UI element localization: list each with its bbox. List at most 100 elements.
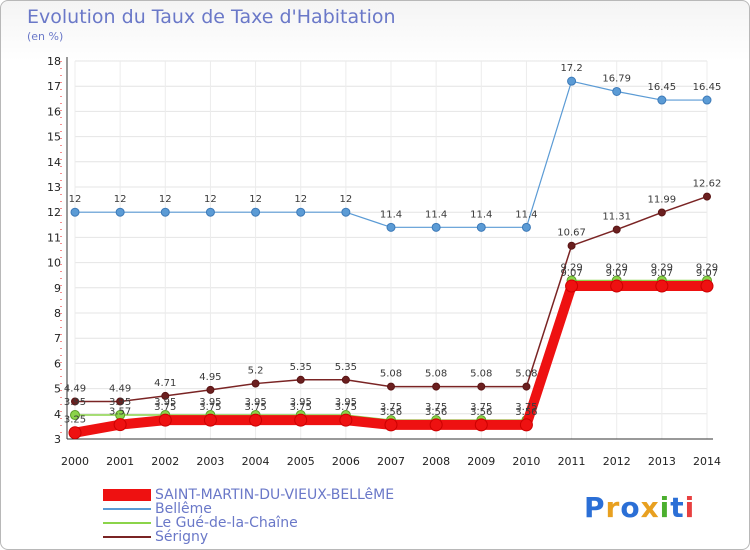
data-label: 9.29 xyxy=(606,262,628,273)
data-label: 12 xyxy=(114,194,127,205)
legend-label: SAINT-MARTIN-DU-VIEUX-BELLêME xyxy=(155,487,395,503)
data-label: 3.75 xyxy=(515,402,537,413)
x-tick-label: 2004 xyxy=(242,455,270,468)
data-label: 3.95 xyxy=(290,397,312,408)
data-point xyxy=(115,207,125,217)
data-label: 3.56 xyxy=(470,407,492,418)
legend-label: Sérigny xyxy=(155,529,209,545)
data-label: 3.75 xyxy=(335,402,357,413)
data-label: 5.08 xyxy=(380,369,402,380)
data-point xyxy=(477,382,486,391)
data-label: 12 xyxy=(69,194,82,205)
y-tick-label: 14 xyxy=(47,156,61,169)
y-tick-label: 8 xyxy=(54,307,61,320)
data-label: 3.56 xyxy=(515,407,537,418)
data-point xyxy=(294,413,308,427)
data-point xyxy=(339,413,353,427)
legend-label: Bellême xyxy=(155,501,212,517)
data-label: 4.71 xyxy=(154,378,176,389)
data-point xyxy=(612,86,622,96)
data-point xyxy=(703,192,711,201)
data-point xyxy=(249,413,263,427)
x-tick-label: 2005 xyxy=(287,455,315,468)
data-label: 17.2 xyxy=(560,63,582,74)
x-tick-label: 2002 xyxy=(151,455,179,468)
data-point xyxy=(386,222,396,232)
data-point xyxy=(565,279,579,293)
data-point xyxy=(70,410,80,421)
x-tick-label: 2013 xyxy=(648,455,676,468)
x-tick-label: 2007 xyxy=(377,455,405,468)
proxiti-logo: Proxiti xyxy=(584,491,696,524)
data-label: 12 xyxy=(249,194,262,205)
y-tick-label: 5 xyxy=(54,383,61,396)
y-tick-label: 13 xyxy=(47,181,61,194)
data-point xyxy=(203,413,217,427)
data-label: 3.75 xyxy=(199,402,221,413)
data-point xyxy=(431,222,441,232)
data-point xyxy=(567,76,577,86)
data-point xyxy=(296,207,306,217)
data-point xyxy=(432,382,441,391)
legend-swatch xyxy=(103,489,151,501)
data-label: 11.4 xyxy=(425,209,447,220)
data-label: 3.95 xyxy=(244,397,266,408)
data-point xyxy=(476,222,486,232)
data-label: 3.57 xyxy=(109,407,131,418)
data-label: 4.49 xyxy=(109,383,131,394)
data-label: 10.67 xyxy=(557,228,586,239)
data-label: 9.07 xyxy=(696,268,718,279)
data-label: 9.29 xyxy=(651,262,673,273)
data-label: 11.31 xyxy=(602,212,631,223)
x-tick-label: 2003 xyxy=(196,455,224,468)
data-point xyxy=(655,279,669,293)
data-point xyxy=(612,225,621,234)
data-label: 3.75 xyxy=(244,402,266,413)
legend-swatch xyxy=(103,536,151,538)
data-label: 5.35 xyxy=(335,362,357,373)
data-label: 12 xyxy=(294,194,307,205)
data-point xyxy=(341,207,351,217)
data-point xyxy=(113,418,127,432)
data-point xyxy=(702,95,712,105)
legend-swatch xyxy=(103,508,151,510)
data-point xyxy=(474,418,488,432)
data-point xyxy=(70,207,80,217)
data-point xyxy=(296,375,305,384)
data-point xyxy=(341,375,350,384)
data-point xyxy=(158,413,172,427)
data-point xyxy=(71,397,79,406)
data-point xyxy=(384,418,398,432)
y-tick-label: 3 xyxy=(54,433,61,446)
y-tick-label: 9 xyxy=(54,282,61,295)
data-label: 4.95 xyxy=(199,372,221,383)
data-label: 3.95 xyxy=(154,397,176,408)
data-point xyxy=(251,379,260,388)
data-label: 3.56 xyxy=(380,407,402,418)
y-tick-label: 11 xyxy=(47,231,61,244)
data-label: 9.29 xyxy=(560,262,582,273)
data-label: 9.07 xyxy=(651,268,673,279)
data-point xyxy=(205,207,215,217)
data-label: 12 xyxy=(159,194,172,205)
data-label: 3.25 xyxy=(64,415,86,426)
x-tick-label: 2006 xyxy=(332,455,360,468)
data-point xyxy=(116,397,125,406)
data-label: 16.79 xyxy=(602,73,631,84)
data-label: 3.95 xyxy=(199,397,221,408)
data-point xyxy=(160,207,170,217)
y-tick-label: 12 xyxy=(47,206,61,219)
data-label: 5.08 xyxy=(470,369,492,380)
data-label: 12 xyxy=(339,194,352,205)
data-label: 12.62 xyxy=(693,179,722,190)
data-point xyxy=(161,391,170,400)
data-label: 11.4 xyxy=(515,209,537,220)
data-label: 3.95 xyxy=(64,397,86,408)
data-label: 5.08 xyxy=(515,369,537,380)
data-label: 9.07 xyxy=(606,268,628,279)
x-tick-label: 2001 xyxy=(106,455,134,468)
y-axis-unit: (en %) xyxy=(27,30,64,43)
data-label: 16.45 xyxy=(648,82,677,93)
